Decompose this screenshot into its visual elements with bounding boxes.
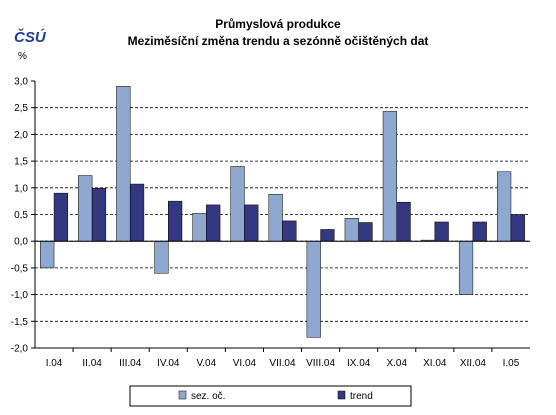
legend-label-trend: trend	[350, 391, 373, 402]
x-tick-label: XII.04	[460, 358, 487, 369]
bar-trend	[129, 183, 145, 242]
bars	[40, 86, 525, 338]
bar-sez-oc	[497, 171, 512, 242]
bar-sez-oc	[116, 86, 131, 242]
bar-trend	[168, 200, 183, 242]
chart-title: Průmyslová produkce	[215, 17, 341, 31]
x-tick-labels: I.04 II.04 III.04 IV.04 V.04 VI.04 VII.04 VIII.…	[46, 348, 520, 369]
x-tick-label: I.05	[503, 358, 520, 369]
chart-subtitle: Meziměsíční změna trendu a sezónně očišt…	[128, 34, 429, 48]
bar-trend	[396, 201, 411, 242]
y-tick-label: 1,5	[14, 157, 28, 168]
legend: sez. oč. trend	[129, 385, 412, 407]
x-tick-label: IX.04	[347, 358, 371, 369]
bar-trend	[282, 220, 297, 242]
bar-sez-oc	[78, 175, 93, 242]
y-tick-label: 0,5	[14, 210, 28, 221]
bar-sez-oc	[382, 111, 397, 242]
x-tick-label: II.04	[82, 358, 102, 369]
x-tick-label: VII.04	[269, 358, 296, 369]
bar-trend	[358, 222, 373, 242]
bar-trend	[53, 192, 68, 242]
legend-label-sez-oc: sez. oč.	[191, 391, 225, 402]
x-tick-label: IV.04	[157, 358, 180, 369]
y-tick-label: -0,5	[11, 263, 29, 274]
bar-trend	[472, 221, 487, 242]
y-tick-label: 2,5	[14, 103, 28, 114]
bar-trend	[206, 204, 221, 242]
x-tick-label: XI.04	[423, 358, 447, 369]
y-tick-label: 1,0	[14, 183, 28, 194]
bar-trend	[510, 214, 525, 242]
x-tick-label: V.04	[197, 358, 217, 369]
y-tick-label: -1,5	[11, 317, 29, 328]
bar-sez-oc	[344, 217, 359, 242]
y-tick-label: -1,0	[11, 290, 29, 301]
x-tick-label: I.04	[46, 358, 63, 369]
bar-trend	[91, 188, 107, 242]
x-tick-label: VIII.04	[306, 358, 335, 369]
x-tick-label: III.04	[119, 358, 142, 369]
bar-sez-oc	[458, 240, 474, 295]
legend-swatch-sez-oc	[178, 390, 187, 400]
bar-sez-oc	[306, 240, 321, 338]
bar-trend	[434, 221, 449, 242]
x-tick-label: X.04	[386, 358, 407, 369]
y-tick-label: -2,0	[11, 344, 29, 355]
bar-trend	[320, 229, 335, 242]
legend-swatch-trend	[337, 390, 346, 400]
logo-text: ČSÚ	[14, 28, 47, 46]
bar-sez-oc	[154, 240, 169, 274]
y-tick-label: 2,0	[14, 130, 28, 141]
y-tick-label: 3,0	[14, 77, 28, 88]
bar-sez-oc	[192, 213, 207, 242]
y-tick-labels: 3,0 2,5 2,0 1,5 1,0 0,5 0,0 -0,5 -1,0 -1,5 -2,0	[11, 77, 35, 355]
bar-sez-oc	[40, 240, 55, 269]
y-tick-label: 0,0	[14, 237, 28, 248]
y-axis-label: %	[18, 51, 27, 62]
bar-sez-oc	[268, 193, 283, 242]
x-tick-label: VI.04	[233, 358, 257, 369]
bar-trend	[244, 204, 259, 242]
bar-sez-oc	[230, 166, 245, 242]
